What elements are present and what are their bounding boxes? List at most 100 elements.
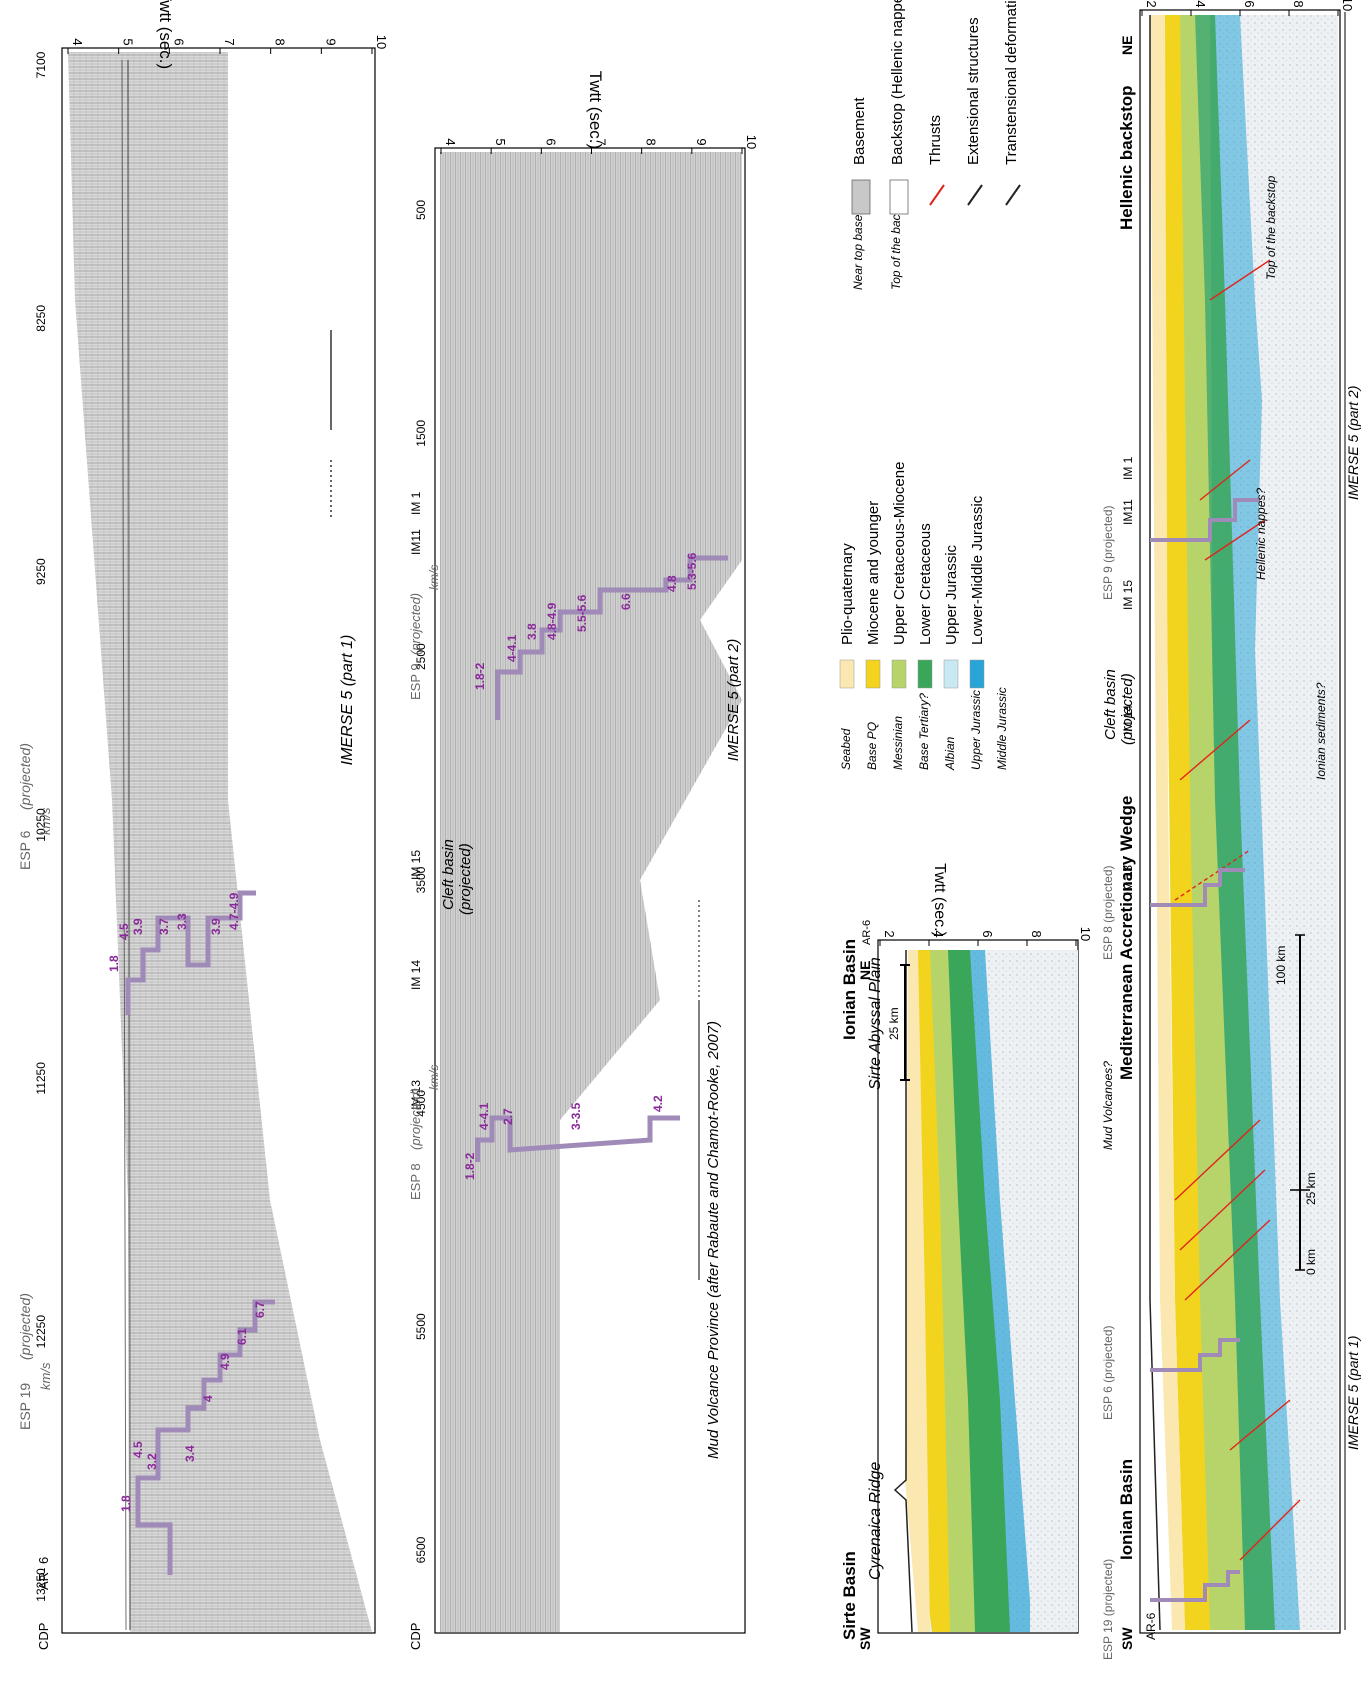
esp19-velocity-line bbox=[135, 1299, 275, 1575]
panel-1-cdp-label: CDP bbox=[36, 1623, 51, 1650]
esp19-note: (projected) bbox=[17, 1293, 33, 1360]
twtt-tick-label: 9 bbox=[694, 138, 709, 145]
legend-struct-symbol bbox=[1005, 184, 1021, 206]
cdp-tick-label: 500 bbox=[414, 200, 428, 220]
cdp-tick-label: 7100 bbox=[34, 51, 48, 78]
esp9-v0: 1.8-2 bbox=[473, 662, 487, 690]
panel-2-axis-label: Twtt (sec.) bbox=[586, 71, 605, 149]
cdp-tick-label: 6500 bbox=[414, 1536, 428, 1563]
cdp-tick-label: 4500 bbox=[414, 1090, 428, 1117]
legend-unit-name: Lower-Middle Jurassic bbox=[969, 495, 986, 645]
legend-unit-name: Miocene and younger bbox=[865, 501, 882, 645]
esp6-velocity-line bbox=[125, 890, 256, 1015]
legend-unit-name: Lower Cretaceous bbox=[917, 523, 934, 645]
esp9-unit: km/s bbox=[427, 565, 441, 590]
legend-struct-swatch bbox=[889, 179, 909, 215]
panel-4-im11: IM11 bbox=[1121, 499, 1135, 525]
esp6-v6: 4.7-4.9 bbox=[227, 892, 241, 930]
esp9-v5: 6.6 bbox=[619, 593, 633, 610]
panel-1-title: IMERSE 5 (part 1) bbox=[339, 635, 356, 766]
esp6-v5: 3.9 bbox=[209, 918, 223, 935]
panel-3-ticks: 2 4 6 8 10 bbox=[879, 927, 1093, 946]
legend-swatch bbox=[891, 659, 907, 689]
panel-4-ionian: Ionian Basin bbox=[1117, 1459, 1136, 1560]
panel-4-ne: NE bbox=[1119, 36, 1135, 55]
panel-4-cleft-1: Cleft basin bbox=[1102, 669, 1119, 740]
twtt-tick-label: 5 bbox=[493, 138, 508, 145]
esp6-label: ESP 6 bbox=[17, 830, 33, 870]
panel-4-esp6: ESP 6 (projected) bbox=[1101, 1326, 1115, 1421]
esp8-v4: 4.2 bbox=[651, 1095, 665, 1112]
panel-4-cleft-2: (projected) bbox=[1119, 673, 1136, 745]
panel-3-cyrenaica: Cyrenaica Ridge bbox=[867, 1462, 884, 1580]
panel-3-plio-quaternary bbox=[905, 950, 930, 1632]
esp19-v7: 6.7 bbox=[253, 1301, 267, 1318]
esp8-v2: 2.7 bbox=[501, 1108, 515, 1125]
esp19-v4: 4 bbox=[201, 1395, 215, 1402]
twtt-tick-label: 4 bbox=[1193, 0, 1208, 7]
cdp-tick-label: 3500 bbox=[414, 866, 428, 893]
panel-2: Twtt (sec.) 4 5 6 7 8 9 10 500 1500 2500 3500 4500… bbox=[408, 71, 759, 1650]
esp8-note: (projected) bbox=[408, 1088, 423, 1150]
panel-4-nappes: Hellenic nappes? bbox=[1254, 488, 1268, 580]
twtt-tick-label: 8 bbox=[1291, 0, 1306, 7]
panel-4-esp8-line bbox=[1150, 868, 1245, 907]
panel-1-line-label: AR- 6 bbox=[36, 1557, 51, 1590]
panel-1-twtt-ticks: 4 5 6 7 8 9 10 bbox=[67, 35, 389, 54]
panel-2-title: IMERSE 5 (part 2) bbox=[725, 639, 742, 762]
legend-line-label: Messinian bbox=[891, 716, 905, 770]
legend-struct-swatch bbox=[851, 179, 871, 215]
esp9-v4: 5.5-5.6 bbox=[575, 594, 589, 632]
panel-2-im15: IM 15 bbox=[409, 850, 423, 880]
legend-struct-name: Transtensional deformation bbox=[1003, 0, 1020, 165]
legend-struct-name: Basement bbox=[851, 97, 868, 165]
legend-struct-symbol bbox=[967, 184, 983, 206]
panel-3-scale-label: 25 km bbox=[887, 1007, 901, 1040]
panel-4-esp9-line bbox=[1150, 498, 1260, 542]
legend-swatch bbox=[943, 659, 959, 689]
cdp-tick-label: 5500 bbox=[414, 1313, 428, 1340]
twtt-tick-label: 4 bbox=[931, 930, 946, 937]
panel-4-mud: Mud Volcanoes? bbox=[1101, 1061, 1115, 1150]
twtt-tick-label: 4 bbox=[443, 138, 458, 145]
panel-4-part1: IMERSE 5 (part 1) bbox=[1345, 1336, 1361, 1450]
legend-struct-symbol bbox=[929, 184, 945, 206]
panel-1-axis-label: Twtt (sec.) bbox=[156, 0, 175, 69]
legend-line-label: Seabed bbox=[839, 728, 853, 770]
legend-unit-name: Upper Cretaceous-Miocene bbox=[891, 462, 908, 645]
panel-3-ne: NE bbox=[857, 961, 873, 980]
legend-struct-name: Backstop (Hellenic nappes?) bbox=[889, 0, 906, 165]
twtt-tick-label: 4 bbox=[70, 38, 85, 45]
esp8-velocity-line bbox=[475, 1115, 680, 1162]
esp8-unit: km/s bbox=[427, 1065, 441, 1090]
legend-swatch bbox=[969, 659, 985, 689]
esp9-v1: 4-4.1 bbox=[505, 634, 519, 662]
esp6-unit: km/s bbox=[38, 807, 53, 835]
legend-swatch bbox=[917, 659, 933, 689]
legend-struct-name: Thrusts bbox=[927, 115, 944, 165]
panel-2-cdp-label: CDP bbox=[408, 1623, 423, 1650]
panel-4-esp19: ESP 19 (projected) bbox=[1101, 1559, 1115, 1660]
panel-4-esp8: ESP 8 (projected) bbox=[1101, 866, 1115, 961]
panel-4-scale-100: 100 km bbox=[1274, 946, 1288, 985]
panel-3-ar6: AR-6 bbox=[861, 920, 873, 945]
esp19-v6: 6.1 bbox=[235, 1328, 249, 1345]
panel-4-esp6-line bbox=[1150, 1338, 1240, 1372]
legend-swatch bbox=[839, 659, 855, 689]
cdp-tick-label: 2500 bbox=[414, 643, 428, 670]
panel-2-cleft-2: (projected) bbox=[457, 843, 474, 915]
panel-3-abyssal: Sirte Abyssal Plain bbox=[867, 957, 884, 1090]
panel-1: Twtt (sec.) 4 5 6 7 8 9 10 7100 8250 9250 10250 11… bbox=[17, 0, 389, 1650]
twtt-tick-label: 7 bbox=[222, 38, 237, 45]
cdp-tick-label: 1500 bbox=[414, 420, 428, 447]
twtt-tick-label: 2 bbox=[882, 930, 897, 937]
panel-2-im1: IM 1 bbox=[409, 491, 423, 515]
esp8-v0: 1.8-2 bbox=[463, 1152, 477, 1180]
cdp-tick-label: 11250 bbox=[34, 1062, 48, 1095]
panel-3-ionian: Ionian Basin bbox=[840, 939, 859, 1040]
legend-line-label: Middle Jurassic bbox=[995, 687, 1009, 770]
esp19-v2: 3.2 bbox=[145, 1453, 159, 1470]
cdp-tick-label: 13250 bbox=[34, 1568, 48, 1602]
esp19-v0: 1.8 bbox=[119, 1495, 133, 1512]
